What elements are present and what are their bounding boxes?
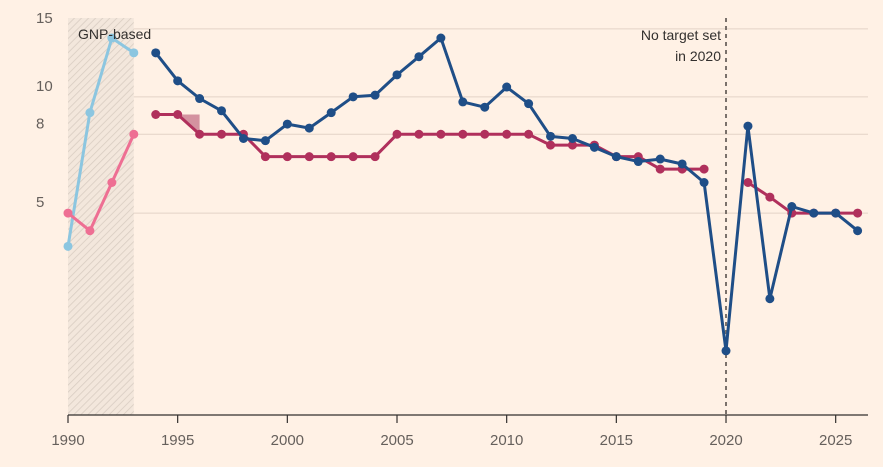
series-3-point-1995 [173,76,183,86]
series-3-point-2020 [721,346,731,356]
series-3-point-2000 [282,119,292,129]
series-layer [63,33,863,356]
series-1-point-1991 [85,226,95,236]
series-3-point-2026 [853,226,863,236]
y-tick-label-15: 15 [36,10,53,27]
series-3-point-2024 [809,208,819,218]
series-2-point-2011 [524,129,534,139]
series-2-point-1994 [151,109,161,119]
series-2-point-2017 [655,164,665,174]
series-3-point-1999 [260,136,270,146]
series-2-point-2007 [436,129,446,139]
series-2-point-2000 [282,152,292,162]
series-3-point-2009 [480,102,490,112]
series-3-point-1997 [217,106,227,116]
x-tick-label-2000: 2000 [271,432,304,449]
y-tick-label-5: 5 [36,194,44,211]
series-3-point-2001 [304,123,314,133]
series-0-point-1991 [85,108,95,118]
x-tick-label-2005: 2005 [380,432,413,449]
reference-label-line1: No target set [641,27,721,43]
series-2-point-2010 [502,129,512,139]
series-3-point-2011 [524,99,534,109]
series-3-point-2017 [655,154,665,164]
series-0-point-1992 [107,33,117,43]
series-3-point-2022 [765,294,775,304]
series-2-point-2003 [348,152,358,162]
series-2-line-0 [154,113,706,171]
series-1-point-1993 [129,129,139,139]
target-gap-fill [155,114,200,135]
series-1-line-0 [66,132,136,233]
x-tick-label-1990: 1990 [51,432,84,449]
series-2-point-2004 [370,152,380,162]
series-3-point-1994 [151,48,161,58]
series-2-point-2005 [392,129,402,139]
series-2-point-2022 [765,192,775,202]
series-3-point-1996 [195,94,205,104]
series-3-point-2005 [392,70,402,80]
series-3-point-1998 [238,133,248,143]
gnp-based-region [68,18,134,415]
series-2-point-2009 [480,129,490,139]
series-2-point-1997 [217,129,227,139]
series-3-point-2002 [326,108,336,118]
series-3-point-2004 [370,90,380,100]
series-2-point-2013 [567,140,577,150]
series-2-point-1996 [195,129,205,139]
labels-layer: GNP-based No target set in 2020 [78,26,721,64]
series-1-point-1992 [107,177,117,187]
series-0-line-0 [66,36,136,248]
series-3-point-2014 [589,142,599,152]
series-1-point-1990 [63,208,73,218]
series-3-point-2025 [831,208,841,218]
shaded-region-label: GNP-based [78,26,151,42]
series-2-point-2002 [326,152,336,162]
x-tick-label-2015: 2015 [600,432,633,449]
reference-label-line2: in 2020 [675,48,721,64]
x-axis: 1990 1995 2000 2005 2010 2015 2020 2025 [51,414,868,449]
y-tick-label-10: 10 [36,78,53,95]
series-2-point-2026 [853,208,863,218]
series-3-point-2006 [414,52,424,62]
series-3-point-2010 [502,82,512,92]
series-0-point-1990 [63,241,73,251]
series-0-point-1993 [129,48,139,58]
series-3-point-2007 [436,33,446,43]
y-tick-label-8: 8 [36,115,44,132]
series-2-point-2001 [304,152,314,162]
x-tick-label-2025: 2025 [819,432,852,449]
series-2-point-1999 [260,152,270,162]
x-tick-label-1995: 1995 [161,432,194,449]
series-2-point-2021 [743,177,753,187]
gap-fill-layer [155,114,200,135]
series-3-point-2003 [348,92,358,102]
series-3-point-2019 [699,177,709,187]
series-2-point-2006 [414,129,424,139]
series-3-point-2023 [787,201,797,211]
series-2-point-2012 [546,140,556,150]
series-3-point-2021 [743,121,753,131]
x-tick-label-2020: 2020 [709,432,742,449]
series-2-point-2019 [699,164,709,174]
x-tick-label-2010: 2010 [490,432,523,449]
series-3-point-2015 [611,152,621,162]
series-3-point-2008 [458,97,468,107]
series-2-point-2008 [458,129,468,139]
shaded-region-rect [68,18,134,415]
series-3-point-2012 [546,131,556,141]
series-2-point-1995 [173,109,183,119]
series-3-point-2013 [567,133,577,143]
series-3-point-2016 [633,157,643,167]
series-3-point-2018 [677,159,687,169]
